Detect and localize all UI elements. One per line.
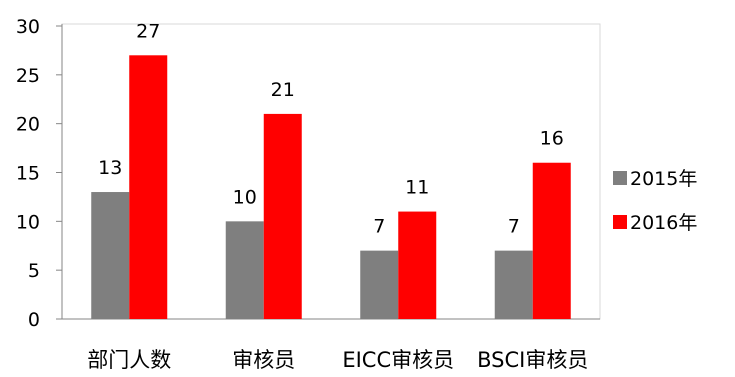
x-category-label: 部门人数 xyxy=(87,348,171,372)
legend-swatch xyxy=(613,215,627,229)
data-label: 13 xyxy=(98,157,122,179)
legend-label: 2016年 xyxy=(630,212,697,234)
data-label: 7 xyxy=(508,216,520,238)
bar[interactable] xyxy=(263,113,302,320)
data-label: 21 xyxy=(271,79,295,101)
y-tick-label: 5 xyxy=(28,260,40,282)
y-tick-label: 0 xyxy=(28,309,40,331)
y-tick-label: 15 xyxy=(16,163,40,185)
legend: 2015年 2016年 xyxy=(613,168,697,234)
bar[interactable] xyxy=(360,250,399,319)
y-tick-label: 30 xyxy=(16,16,40,38)
x-category-label: 审核员 xyxy=(232,348,295,372)
y-tick-label: 20 xyxy=(16,114,40,136)
legend-swatch xyxy=(613,171,627,185)
y-tick-label: 10 xyxy=(16,211,40,233)
bar[interactable] xyxy=(532,162,571,319)
plot-area: 0 5 10 15 20 25 30 13 27 部门人数 10 21 审核员 7 11 EICC审核员 7 16… xyxy=(16,16,601,372)
data-label: 16 xyxy=(540,128,564,150)
bar[interactable] xyxy=(398,211,437,319)
data-label: 7 xyxy=(373,216,385,238)
bar[interactable] xyxy=(225,221,264,319)
x-category-label: BSCI审核员 xyxy=(477,348,588,372)
x-category-label: EICC审核员 xyxy=(342,348,454,372)
data-label: 10 xyxy=(233,186,257,208)
data-label: 11 xyxy=(405,177,429,199)
bar[interactable] xyxy=(91,192,130,319)
y-tick-label: 25 xyxy=(16,65,40,87)
bar[interactable] xyxy=(129,55,168,320)
data-label: 27 xyxy=(136,20,160,42)
legend-label: 2015年 xyxy=(630,168,697,190)
bar[interactable] xyxy=(494,250,533,319)
